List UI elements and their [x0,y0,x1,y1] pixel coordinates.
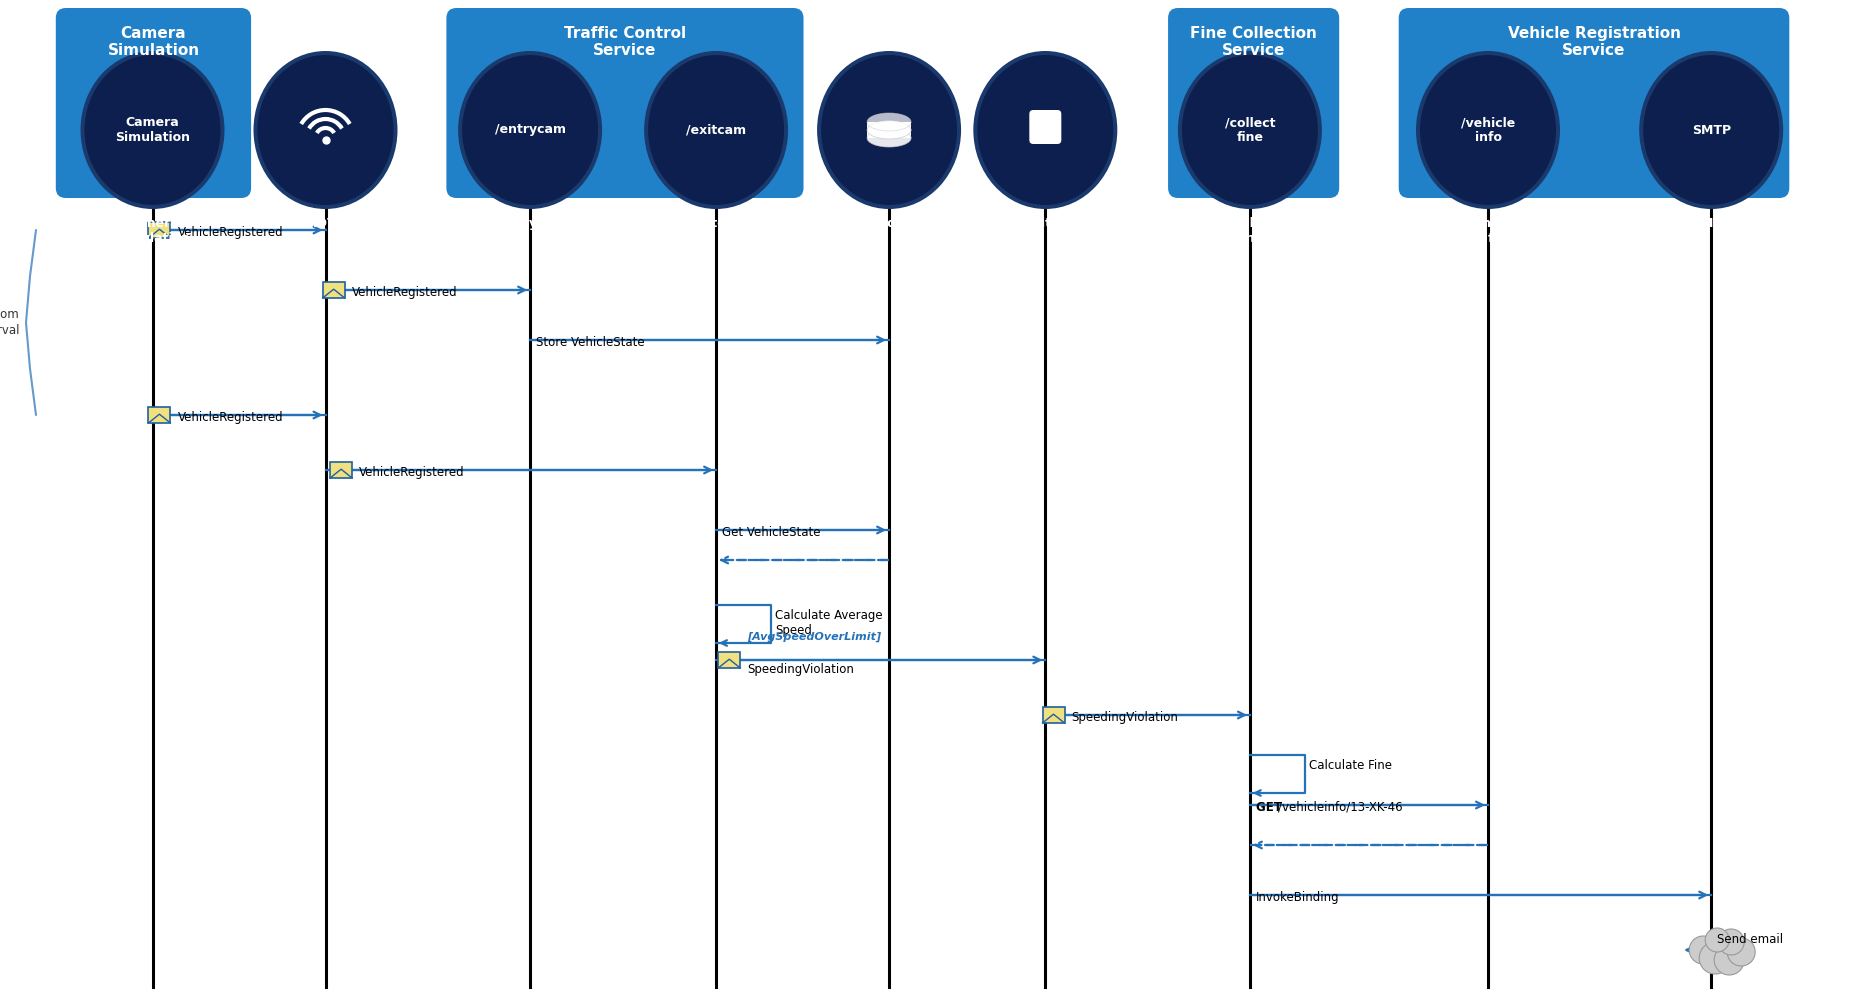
Text: Random
Interval: Random Interval [0,308,20,336]
Ellipse shape [257,55,394,205]
Text: /exitcam: /exitcam [686,217,746,230]
FancyBboxPatch shape [1038,111,1049,133]
Text: SMTP: SMTP [1691,124,1732,137]
Text: VehicleRegistered: VehicleRegistered [352,286,458,299]
Ellipse shape [84,55,221,205]
Circle shape [1706,928,1730,952]
Ellipse shape [461,55,599,205]
Text: VehicleRegistered: VehicleRegistered [359,466,465,479]
Text: Camera
Simulation: Camera Simulation [115,116,190,144]
Text: Get VehicleState: Get VehicleState [722,526,820,539]
Text: [AvgSpeedOverLimit]: [AvgSpeedOverLimit] [748,631,882,642]
FancyBboxPatch shape [149,222,171,238]
Ellipse shape [867,121,911,139]
Text: GET: GET [1256,801,1285,814]
FancyBboxPatch shape [1047,111,1056,133]
Ellipse shape [1177,51,1322,209]
Text: /vehicle
info: /vehicle info [1460,116,1516,144]
Text: /vehicleinfo/13-XK-46: /vehicleinfo/13-XK-46 [1278,801,1402,814]
Ellipse shape [1642,55,1780,205]
Text: Calculate Fine: Calculate Fine [1309,759,1391,772]
Text: SMTP: SMTP [1691,217,1732,230]
Text: SpeedingViolation: SpeedingViolation [1071,711,1179,724]
Ellipse shape [1415,51,1561,209]
Circle shape [1715,945,1745,975]
Text: Traffic Control
Service: Traffic Control Service [564,26,686,58]
Ellipse shape [817,51,962,209]
Text: /vehicle
info: /vehicle info [1460,217,1516,245]
Text: Send email: Send email [1717,933,1784,946]
Ellipse shape [644,51,789,209]
Text: Store VehicleState: Store VehicleState [536,336,645,349]
Circle shape [1719,929,1745,955]
Text: /collect
fine: /collect fine [1224,217,1276,245]
Ellipse shape [647,55,785,205]
Ellipse shape [458,51,603,209]
Text: VehicleRegistered: VehicleRegistered [177,411,283,424]
Text: RabitMQ: RabitMQ [1016,217,1075,230]
FancyBboxPatch shape [56,8,251,198]
FancyBboxPatch shape [718,652,740,668]
Text: /entrycam: /entrycam [495,217,565,230]
Ellipse shape [867,129,911,147]
Text: Vehicle Registration
Service: Vehicle Registration Service [1507,26,1681,58]
Ellipse shape [820,55,958,205]
FancyBboxPatch shape [322,282,344,298]
FancyBboxPatch shape [867,122,911,138]
Circle shape [1700,942,1732,974]
FancyBboxPatch shape [1399,8,1789,198]
Ellipse shape [80,51,225,209]
Text: /exitcam: /exitcam [686,124,746,137]
Ellipse shape [867,113,911,131]
Text: VehicleRegistered: VehicleRegistered [177,226,283,239]
FancyBboxPatch shape [1042,707,1064,723]
Text: /entrycam: /entrycam [495,124,565,137]
Text: Camera
Simulation: Camera Simulation [108,26,199,58]
Ellipse shape [1181,55,1319,205]
Text: SpeedingViolation: SpeedingViolation [748,663,854,676]
Ellipse shape [253,51,398,209]
Text: MQTT: MQTT [305,217,346,230]
Text: Fine Collection
Service: Fine Collection Service [1190,26,1317,58]
Text: InvokeBinding: InvokeBinding [1256,891,1339,904]
Ellipse shape [973,51,1118,209]
Text: Redis: Redis [870,217,908,230]
FancyBboxPatch shape [1168,8,1339,198]
Circle shape [1689,936,1717,964]
FancyBboxPatch shape [329,462,352,478]
Circle shape [1728,938,1756,966]
FancyBboxPatch shape [446,8,804,198]
FancyBboxPatch shape [1029,110,1062,144]
FancyBboxPatch shape [149,407,171,423]
Ellipse shape [976,55,1114,205]
Text: Camera
Simulation: Camera Simulation [115,217,190,245]
Text: Speed: Speed [776,624,813,637]
Text: /collect
fine: /collect fine [1224,116,1276,144]
Text: Calculate Average: Calculate Average [776,609,884,622]
Ellipse shape [1419,55,1557,205]
Ellipse shape [1639,51,1784,209]
